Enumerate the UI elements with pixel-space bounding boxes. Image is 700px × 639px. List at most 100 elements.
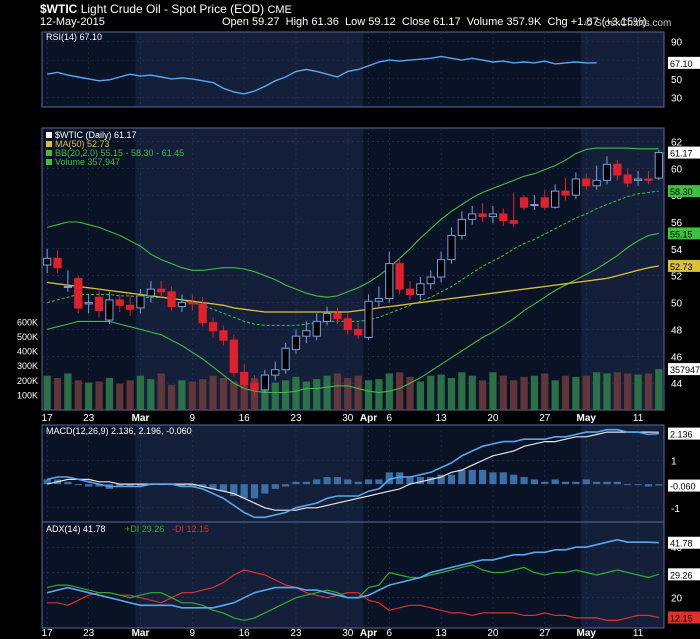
candle-body	[561, 190, 570, 196]
rsi-ytick-label: 50	[671, 75, 683, 86]
price-legend-item: BB(20,2.0) 55.15 - 58.30 - 61.45	[55, 148, 184, 158]
macd-histogram-bar	[489, 472, 497, 485]
volume-bar	[458, 372, 466, 410]
macd-histogram-bar	[64, 481, 72, 485]
volume-bar	[603, 373, 611, 410]
macd-histogram-bar	[43, 479, 51, 485]
volume-tick-label: 100K	[17, 390, 38, 400]
price-month-band	[135, 128, 364, 410]
quote-line: Open 59.27 High 61.36 Low 59.12 Close 61…	[222, 16, 647, 28]
volume-label: Volume	[466, 16, 504, 28]
adx-last-value: 41.78	[670, 539, 693, 549]
chg-label: Chg	[547, 16, 568, 28]
price-legend-swatch	[46, 159, 52, 165]
macd-hist-last-value-box	[668, 479, 700, 492]
macd-histogram-bar	[520, 477, 528, 485]
candle-body	[478, 213, 487, 218]
price-legend-swatch	[46, 132, 52, 138]
bb-mid-last-value-box	[668, 185, 700, 198]
macd-histogram-bar	[416, 477, 425, 485]
macd-month-band	[135, 425, 364, 522]
price-xtick-label: 27	[539, 413, 551, 424]
volume-bar	[43, 375, 51, 410]
volume-bar	[416, 381, 425, 410]
adx-xtick-label: 23	[290, 628, 302, 639]
minus-di-legend: -DI 12.15	[172, 524, 209, 534]
price-legend-item: Volume 357,947	[55, 157, 120, 167]
rsi-month-band	[135, 32, 364, 107]
rsi-line	[47, 55, 597, 95]
candle-body	[188, 302, 197, 305]
high-label: High	[285, 16, 309, 28]
candle-body	[43, 257, 52, 266]
volume-bar	[551, 380, 559, 410]
candle-body	[364, 300, 373, 338]
volume-bar	[489, 372, 497, 410]
macd-histogram-bar	[592, 481, 601, 485]
macd-histogram-bar	[561, 481, 570, 485]
macd-histogram-bar	[406, 477, 414, 485]
candle-body	[633, 178, 643, 181]
price-legend-item: $WTIC (Daily) 61.17	[55, 130, 137, 140]
rsi-month-band	[42, 32, 136, 107]
price-xtick-label: 20	[487, 413, 499, 424]
candle-body	[177, 302, 187, 308]
macd-histogram-bar	[292, 481, 300, 485]
adx-xtick-label: Mar	[132, 628, 150, 639]
adx-month-band	[42, 522, 136, 628]
price-xtick-label: 17	[42, 413, 54, 424]
price-ytick-label: 44	[671, 379, 683, 390]
bb-lower-line	[47, 232, 659, 394]
macd-ytick-label: 1	[671, 456, 677, 467]
candle-body	[302, 330, 311, 337]
chart-date: 12-May-2015	[40, 16, 105, 28]
plus-di-last-value-box	[668, 568, 700, 581]
bb-lower-last-value-box	[668, 227, 700, 240]
price-ytick-label: 52	[671, 272, 683, 283]
candle-body	[94, 296, 104, 312]
price-ytick-label: 46	[671, 352, 683, 363]
price-xtick-label: 30	[342, 413, 354, 424]
candle-body	[571, 178, 581, 196]
symbol-title: $WTIC Light Crude Oil - Spot Price (EOD)…	[40, 2, 292, 16]
price-ytick-label: 62	[671, 137, 683, 148]
candle-body	[343, 318, 352, 330]
candle-body	[63, 285, 73, 288]
candle-body	[271, 369, 280, 376]
macd-histogram-bar	[199, 484, 207, 487]
macd-histogram-bar	[510, 474, 518, 485]
candle-body	[229, 339, 238, 373]
plus-di-last-value: 29.26	[670, 570, 693, 580]
candle-body	[468, 213, 477, 220]
candle-body	[322, 312, 332, 322]
high-value: 61.36	[311, 16, 339, 28]
candle-body	[208, 322, 218, 332]
low-label: Low	[344, 16, 366, 28]
candle-body	[354, 328, 363, 336]
candle-body	[240, 371, 249, 385]
open-label: Open	[222, 16, 249, 28]
macd-histogram-bar	[644, 484, 653, 487]
candle-body	[395, 263, 404, 290]
macd-histogram-bar	[323, 477, 331, 485]
candle-body	[426, 276, 435, 285]
macd-histogram-bar	[344, 479, 352, 485]
volume-bar	[209, 375, 217, 410]
candle-body	[333, 312, 342, 320]
candle-body	[250, 382, 259, 391]
macd-ytick-label: -1	[671, 504, 680, 515]
volume-bar	[613, 372, 621, 410]
macd-histogram-bar	[655, 484, 663, 486]
macd-histogram-bar	[447, 474, 456, 485]
bb-mid-last-value: 58.30	[670, 187, 693, 197]
macd-histogram-bar	[427, 477, 435, 485]
candle-body	[405, 288, 415, 296]
price-last-value: 61.17	[670, 149, 693, 159]
volume-bar	[292, 376, 300, 410]
candle-body	[654, 152, 663, 179]
macd-histogram-bar	[313, 479, 321, 485]
macd-histogram-bar	[572, 481, 580, 485]
volume-bar	[406, 376, 414, 410]
price-ytick-label: 54	[671, 245, 683, 256]
candle-body	[447, 234, 456, 261]
